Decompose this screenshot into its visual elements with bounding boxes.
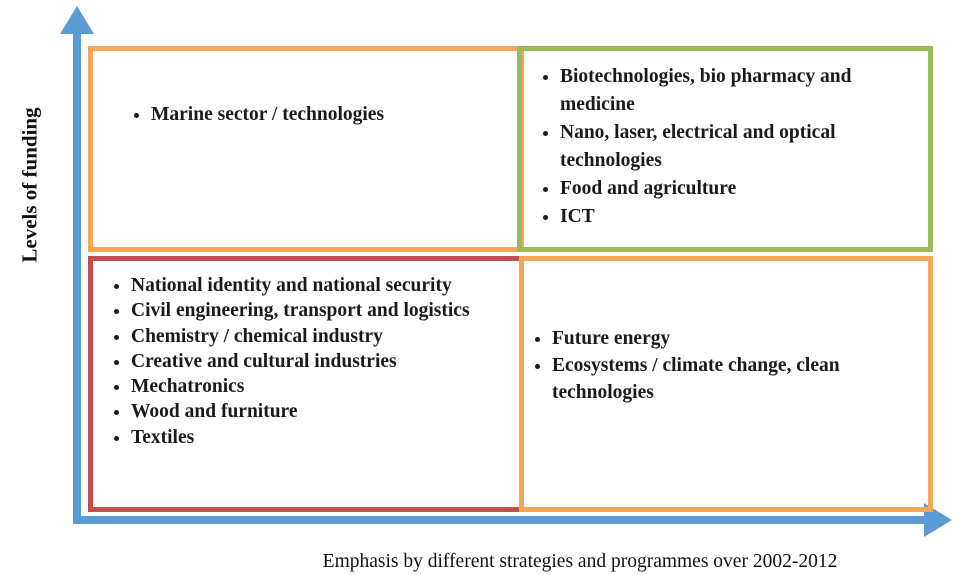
item: Biotechnologies, bio pharmacy and medici… bbox=[560, 63, 918, 119]
item-list: Marine sector / technologies bbox=[131, 101, 384, 129]
y-axis-label: Levels of funding bbox=[17, 107, 42, 263]
item: Mechatronics bbox=[131, 374, 470, 399]
item: National identity and national security bbox=[131, 273, 470, 298]
item: Nano, laser, electrical and optical tech… bbox=[560, 119, 918, 175]
item-list: Future energyEcosystems / climate change… bbox=[532, 325, 918, 507]
item: Food and agriculture bbox=[560, 175, 918, 203]
item: Marine sector / technologies bbox=[151, 101, 384, 129]
item: Future energy bbox=[552, 325, 918, 352]
item: ICT bbox=[560, 203, 918, 231]
item: Chemistry / chemical industry bbox=[131, 324, 470, 349]
quadrant: Biotechnologies, bio pharmacy and medici… bbox=[517, 46, 933, 252]
item-list: National identity and national securityC… bbox=[111, 273, 470, 507]
item: Ecosystems / climate change, clean techn… bbox=[552, 352, 918, 406]
quadrant: National identity and national securityC… bbox=[88, 256, 524, 512]
x-axis-label: Emphasis by different strategies and pro… bbox=[322, 551, 838, 572]
item: Textiles bbox=[131, 425, 470, 450]
y-arrow bbox=[60, 6, 94, 34]
item: Creative and cultural industries bbox=[131, 349, 470, 374]
item-list: Biotechnologies, bio pharmacy and medici… bbox=[540, 63, 918, 247]
item: Wood and furniture bbox=[131, 399, 470, 424]
item: Civil engineering, transport and logisti… bbox=[131, 298, 470, 323]
quadrant: Marine sector / technologies bbox=[88, 46, 524, 252]
quadrant: Future energyEcosystems / climate change… bbox=[519, 256, 933, 512]
